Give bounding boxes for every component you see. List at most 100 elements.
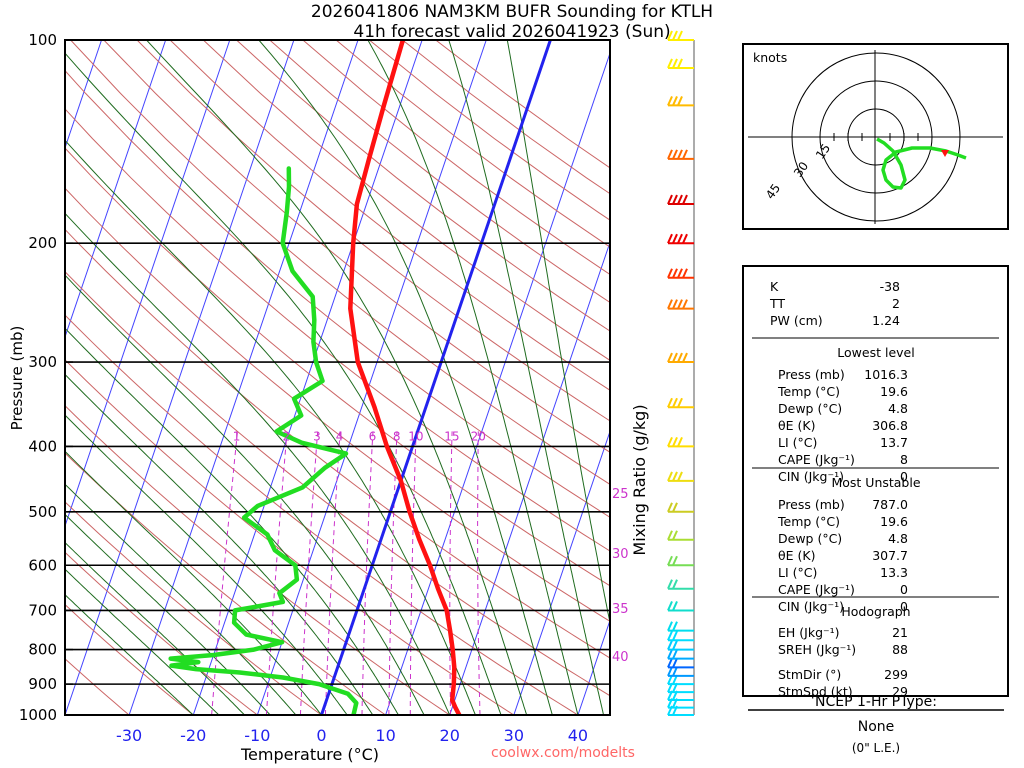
wind-barb (667, 299, 694, 310)
ptype-note: (0" L.E.) (852, 741, 900, 755)
pressure-tick: 600 (28, 556, 57, 574)
index-section-title: Lowest level (837, 345, 914, 360)
index-label: Dewp (°C) (778, 401, 842, 416)
wind-barb (667, 436, 694, 448)
wind-barb (667, 555, 694, 567)
temperature-tick: 30 (504, 726, 524, 745)
pressure-tick: 200 (28, 234, 57, 252)
mixing-ratio-tick: 20 (471, 429, 486, 443)
index-label: EH (Jkg⁻¹) (778, 625, 840, 640)
index-label: θE (K) (778, 548, 815, 563)
wind-barb (667, 149, 694, 160)
wind-barb (667, 621, 694, 632)
mixing-ratio-labels: 1 2 3 4 6 8 10 15 20 (233, 429, 486, 443)
y-axis-label: Pressure (mb) (8, 326, 26, 431)
mixing-ratio-tick: 1 (233, 429, 241, 443)
index-label: CIN (Jkg⁻¹) (778, 469, 844, 484)
hodograph-units-label: knots (753, 50, 787, 65)
index-label: CAPE (Jkg⁻¹) (778, 582, 855, 597)
index-label: Dewp (°C) (778, 531, 842, 546)
index-label: CAPE (Jkg⁻¹) (778, 452, 855, 467)
ptype-title: NCEP 1-Hr PType: (815, 694, 937, 710)
index-label: CIN (Jkg⁻¹) (778, 599, 844, 614)
index-value: 787.0 (872, 497, 908, 512)
index-value: 0 (900, 582, 908, 597)
temperature-tick: 20 (440, 726, 460, 745)
index-label: Press (mb) (778, 367, 845, 382)
mixing-ratio-tick: 8 (393, 429, 401, 443)
mixing-ratio-tick: 4 (336, 429, 344, 443)
ptype-value: None (858, 719, 895, 735)
pressure-tick: 300 (28, 353, 57, 371)
index-section-title: Hodograph (841, 604, 910, 619)
wind-barb (667, 30, 694, 41)
pressure-tick: 400 (28, 437, 57, 455)
pressure-tick: 900 (28, 675, 57, 693)
index-value: 8 (900, 452, 908, 467)
index-value: 0 (900, 469, 908, 484)
index-label: PW (cm) (770, 313, 823, 328)
x-axis-label: Temperature (°C) (240, 745, 379, 764)
wind-barb (667, 96, 694, 107)
chart-title-line2: 41h forecast valid 2026041923 (Sun) (353, 22, 671, 42)
wind-barb (667, 233, 694, 245)
pressure-tick: 700 (28, 601, 57, 619)
mixing-ratio-tick: 15 (444, 429, 459, 443)
index-value: 29 (892, 684, 908, 699)
index-value: 1.24 (872, 313, 900, 328)
index-label: SREH (Jkg⁻¹) (778, 642, 856, 657)
index-label: K (770, 279, 779, 294)
wind-barb (667, 657, 694, 669)
index-value: 13.3 (880, 565, 908, 580)
mixing-ratio-axis-label: Mixing Ratio (g/kg) (630, 404, 649, 555)
dewpoint-trace (168, 166, 359, 715)
skewt-plot (64, 39, 611, 716)
mixing-ratio-tick: 6 (369, 429, 377, 443)
index-value: 2 (892, 296, 900, 311)
wind-barb (667, 194, 694, 206)
mixing-ratio-side-ticks: 25 30 35 40 (612, 487, 629, 665)
wind-barb (667, 630, 694, 642)
mixing-ratio-tick: 10 (408, 429, 423, 443)
mixing-ratio-side-tick: 40 (612, 650, 629, 665)
pressure-axis-ticks: 100 200 300 400 500 600 700 800 900 1000 (19, 31, 73, 724)
index-section-title: Most Unstable (831, 475, 920, 490)
mixing-ratio-tick: 2 (282, 429, 290, 443)
wind-barb (667, 58, 694, 69)
wind-barb (667, 640, 694, 651)
index-label: Press (mb) (778, 497, 845, 512)
wind-barb (667, 352, 694, 364)
mixing-ratio-side-tick: 30 (612, 547, 629, 562)
wind-barb (667, 601, 694, 612)
index-value: 19.6 (880, 514, 908, 529)
mixing-ratio-tick: 3 (313, 429, 321, 443)
index-value: 306.8 (872, 418, 908, 433)
index-value: 0 (900, 599, 908, 614)
temperature-tick: 0 (316, 726, 326, 745)
index-value: -38 (880, 279, 900, 294)
index-label: StmDir (°) (778, 667, 841, 682)
wind-barb-column (667, 30, 695, 716)
index-value: 307.7 (872, 548, 908, 563)
index-value: 1016.3 (864, 367, 908, 382)
index-label: LI (°C) (778, 565, 817, 580)
temperature-tick: 40 (568, 726, 588, 745)
pressure-tick: 1000 (19, 706, 57, 724)
index-value: 21 (892, 625, 908, 640)
indices-panel: K -38 TT 2 PW (cm) 1.24 Lowest level Press (mb)… (742, 265, 1009, 699)
index-value: 13.7 (880, 435, 908, 450)
ptype-panel: NCEP 1-Hr PType: None (0" L.E.) (748, 694, 1004, 755)
temperature-axis-ticks: -30 -20 -10 0 10 20 30 40 (116, 726, 588, 745)
temperature-tick: 10 (375, 726, 395, 745)
index-label: TT (769, 296, 785, 311)
wind-barb (667, 268, 694, 279)
pressure-tick: 500 (28, 503, 57, 521)
index-value: 19.6 (880, 384, 908, 399)
index-label: StmSpd (kt) (778, 684, 853, 699)
index-value: 88 (892, 642, 908, 657)
hodograph-trace (876, 137, 967, 190)
wind-barb (667, 397, 694, 409)
wind-barb (667, 471, 694, 482)
